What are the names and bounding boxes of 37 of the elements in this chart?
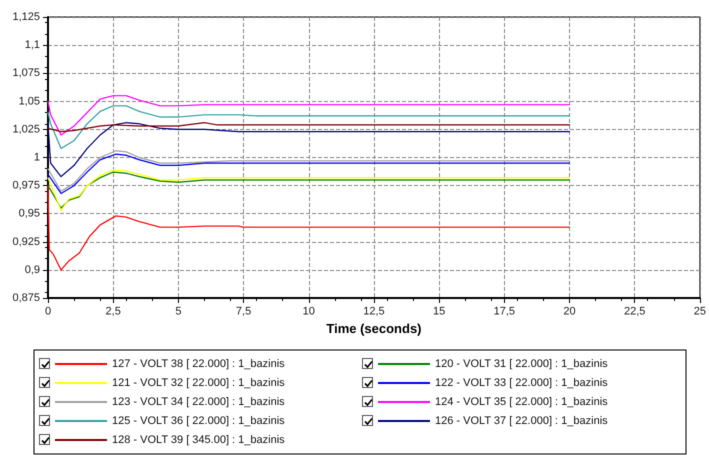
x-tick-label: 7,5: [236, 306, 252, 318]
line-series: [47, 122, 570, 178]
legend-label: 122 - VOLT 33 [ 22.000] : 1_bazinis: [435, 377, 608, 389]
x-tick-label: 12,5: [363, 306, 385, 318]
y-tick-label: 1,125: [12, 11, 40, 23]
y-tick-label: 1: [34, 152, 40, 164]
legend-label: 125 - VOLT 36 [ 22.000] : 1_bazinis: [112, 415, 286, 427]
line-series: [47, 122, 570, 132]
x-axis-title: Time (seconds): [326, 320, 422, 336]
x-tick-label: 2,5: [106, 306, 121, 318]
legend-label: 124 - VOLT 35 [ 22.000] : 1_bazinis: [435, 396, 608, 408]
x-tick-label: 25: [694, 306, 706, 318]
y-tick-label: 1,1: [24, 39, 40, 52]
legend-label: 123 - VOLT 34 [ 22.000] : 1_bazinis: [112, 396, 286, 408]
line-series: [47, 95, 570, 136]
legend-label: 126 - VOLT 37 [ 22.000] : 1_bazinis: [435, 415, 608, 427]
legend-label: 121 - VOLT 32 [ 22.000] : 1_bazinis: [112, 377, 286, 389]
y-tick-label: 0,9: [24, 264, 40, 276]
y-tick-label: 1,075: [12, 67, 40, 80]
x-tick-label: 15: [433, 306, 446, 318]
y-tick-label: 0,95: [18, 208, 40, 220]
legend-label: 127 - VOLT 38 [ 22.000] : 1_bazinis: [112, 358, 286, 370]
x-tick-label: 17,5: [494, 306, 516, 318]
y-tick-label: 0,925: [12, 236, 40, 248]
x-tick-label: 5: [175, 306, 182, 318]
y-tick-label: 0,875: [12, 292, 40, 304]
x-tick-label: 20: [563, 306, 576, 318]
x-tick-label: 10: [302, 306, 315, 318]
legend-label: 128 - VOLT 39 [ 345.00] : 1_bazinis: [112, 434, 286, 446]
x-tick-label: 22,5: [624, 306, 646, 318]
x-tick-label: 0: [44, 306, 52, 318]
line-series: [47, 105, 570, 150]
y-tick-label: 1,05: [18, 95, 40, 108]
line-series: [47, 185, 570, 270]
y-tick-label: 1,025: [12, 123, 40, 136]
legend-label: 120 - VOLT 31 [ 22.000] : 1_bazinis: [435, 358, 608, 370]
y-tick-label: 0,975: [12, 180, 40, 192]
